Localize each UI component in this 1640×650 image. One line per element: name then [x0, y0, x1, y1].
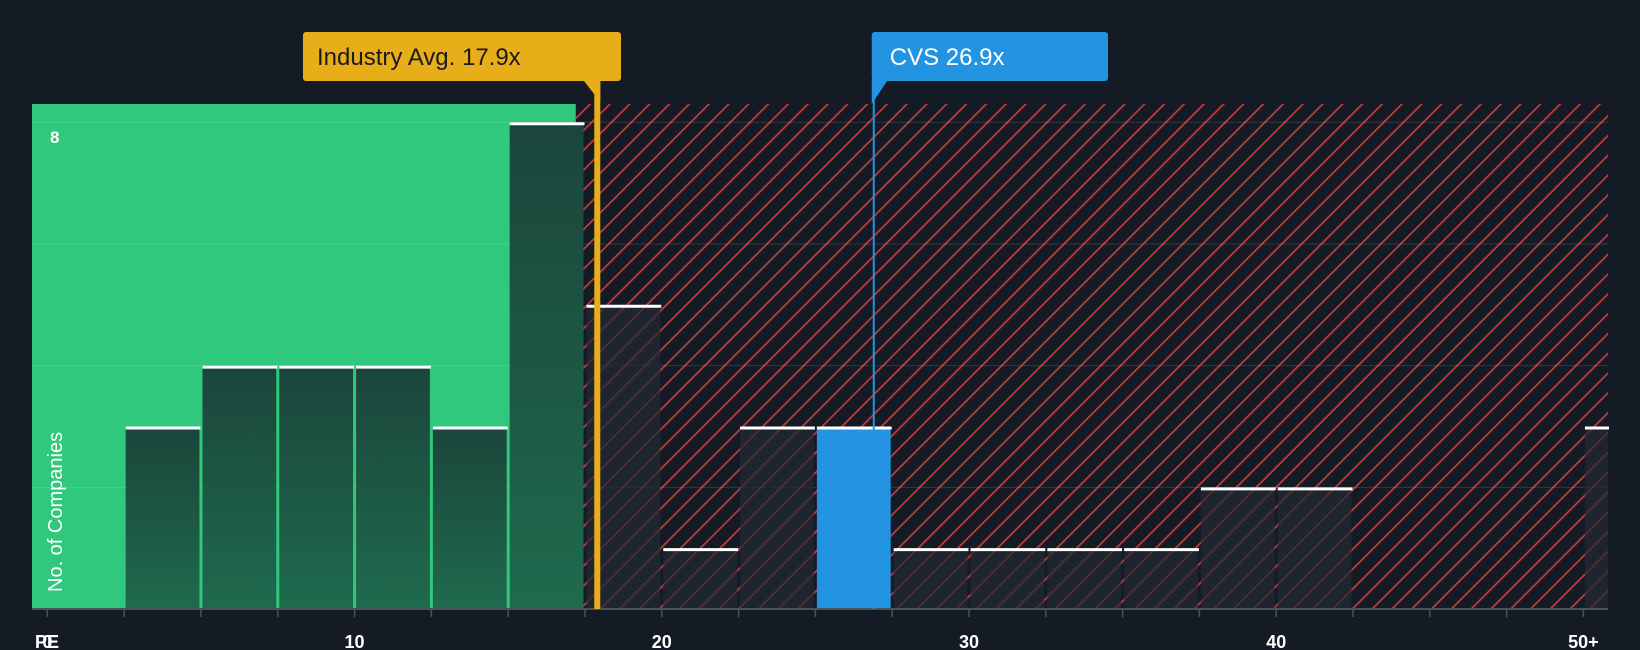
bar-25-27.5	[816, 426, 891, 609]
industry-avg-pointer	[583, 80, 601, 102]
x-tick-label: 30	[959, 632, 979, 650]
x-tick-label: 50+	[1568, 632, 1599, 650]
y-tick-label: 8	[50, 128, 59, 147]
reference-markers: Industry Avg. 17.9x CVS 26.9x	[303, 32, 1108, 609]
bar-15-17.5	[509, 122, 584, 609]
bar-20-22.5	[663, 548, 738, 609]
x-tick-label: 0	[42, 632, 52, 650]
bar-10-12.5	[356, 365, 430, 609]
bar-7.5-10	[279, 365, 354, 609]
company-label-box	[871, 32, 1108, 81]
histogram-bars	[125, 122, 1609, 609]
bar-12.5-15	[432, 426, 507, 609]
company-label: CVS 26.9x	[890, 44, 1005, 71]
x-tick-label: 10	[345, 632, 365, 650]
bar-22.5-25	[740, 426, 814, 609]
bar-30-32.5	[970, 548, 1045, 609]
bar-27.5-30	[893, 548, 968, 609]
bar-5-7.5	[202, 365, 277, 609]
bar-35-37.5	[1124, 548, 1198, 609]
y-axis-label: No. of Companies	[45, 432, 67, 592]
bar-50-52.5	[1584, 426, 1608, 609]
bar-40-42.5	[1277, 487, 1352, 609]
overvalued-hatch-zone	[575, 104, 1608, 609]
industry-avg-label: Industry Avg. 17.9x	[317, 44, 521, 71]
industry-avg-label-box	[303, 32, 621, 81]
x-tick-label: 20	[652, 632, 672, 650]
company-pointer	[871, 80, 888, 104]
bar-2.5-5	[125, 426, 200, 609]
industry-avg-line	[594, 78, 601, 609]
x-tick-label: 40	[1266, 632, 1286, 650]
bar-37.5-40	[1200, 487, 1275, 609]
x-axis-ticks: 0 10 20 30 40 50+	[42, 609, 1599, 650]
x-axis-label: PE	[35, 632, 59, 650]
bar-32.5-35	[1047, 548, 1122, 609]
